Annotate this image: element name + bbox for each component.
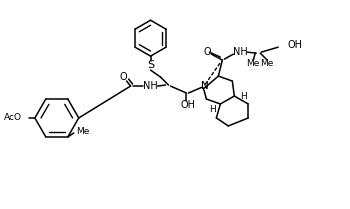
Text: O: O — [120, 72, 127, 82]
Text: Me: Me — [260, 59, 274, 68]
Text: NH: NH — [233, 47, 248, 57]
Text: Me: Me — [247, 59, 260, 68]
Text: S: S — [147, 60, 154, 70]
Text: H: H — [209, 106, 216, 115]
Text: O: O — [204, 47, 211, 57]
Text: OH: OH — [287, 40, 302, 50]
Text: NH: NH — [143, 81, 158, 91]
Text: N: N — [201, 81, 208, 91]
Text: H: H — [240, 92, 247, 101]
Text: Me: Me — [76, 127, 89, 136]
Text: OH: OH — [181, 100, 196, 110]
Text: AcO: AcO — [4, 113, 22, 122]
